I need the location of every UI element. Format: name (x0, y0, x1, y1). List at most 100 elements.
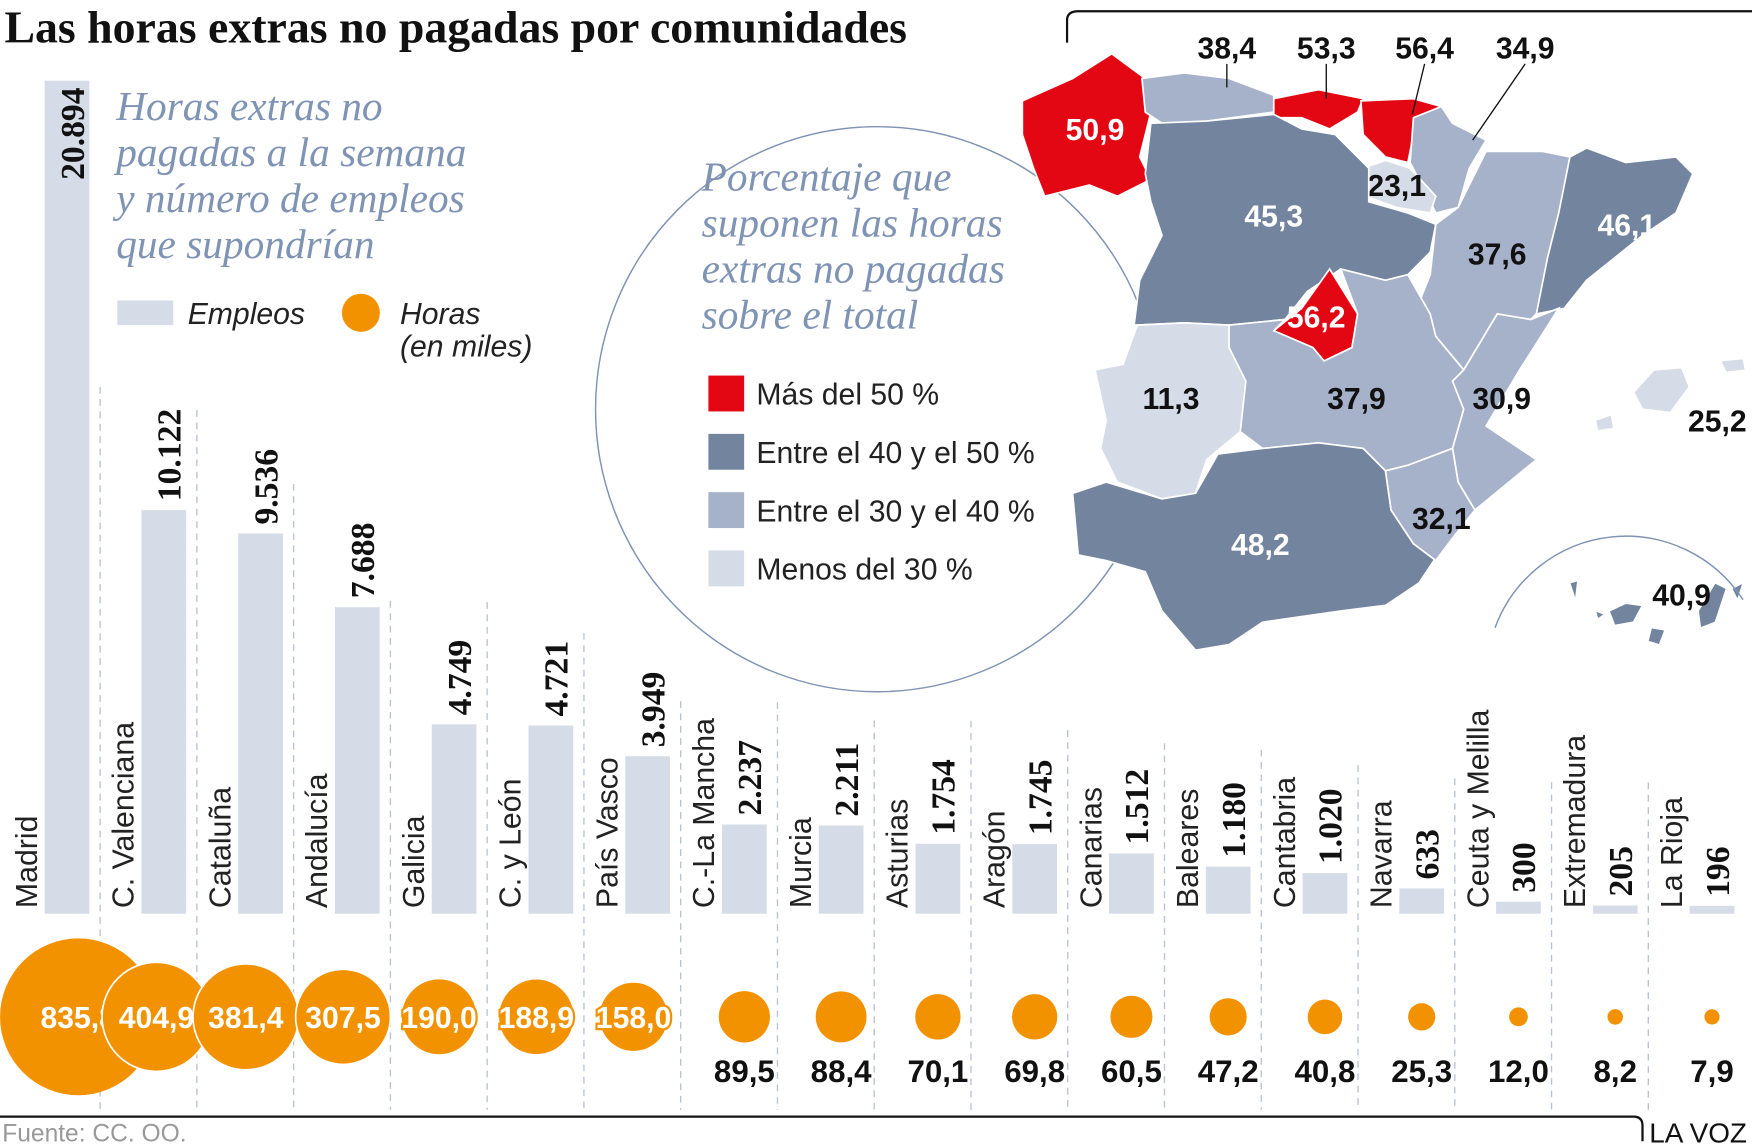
horas-bubble-group: 70,1 (907, 994, 968, 1089)
horas-bubble (401, 979, 477, 1055)
empleos-value-label: 4.721 (539, 641, 576, 717)
map-region-cantabria: 53,3 (1272, 32, 1365, 130)
brand-bracket (1633, 1115, 1644, 1142)
map-title-line: suponen las horas (702, 199, 1003, 245)
region-value: 50,9 (1066, 114, 1125, 147)
region-value: 46,1 (1598, 209, 1657, 242)
empleos-value-label: 7.688 (345, 523, 382, 599)
empleos-value-label: 3.949 (635, 672, 672, 748)
category-label: Galicia (398, 815, 431, 908)
chart-legend: Empleos Horas (en miles) (117, 293, 532, 364)
brand-logo: LA VOZ (1649, 1117, 1747, 1148)
empleos-bar (1205, 866, 1251, 914)
category-label: C. y León (495, 779, 528, 908)
horas-bubble-group: 88,4 (811, 991, 872, 1089)
region-island (1697, 582, 1727, 629)
category-label: Cataluña (204, 787, 237, 908)
horas-value-label: 190,0 (401, 1002, 476, 1035)
horas-value-label: 88,4 (811, 1054, 872, 1089)
horas-bubble-group: 404,9 (101, 961, 212, 1073)
empleos-bar (1302, 873, 1348, 914)
region-island (1594, 610, 1606, 620)
horas-bubble (599, 982, 668, 1051)
horas-value-label: 12,0 (1488, 1054, 1549, 1089)
subtitle-line: y número de empleos (112, 175, 465, 221)
map-title: Porcentaje que suponen las horas extras … (701, 154, 1005, 338)
category-label: C.-La Mancha (688, 718, 721, 908)
map-title-line: Porcentaje que (701, 154, 952, 200)
horas-value-label: 89,5 (714, 1054, 775, 1089)
horas-value-label: 70,1 (907, 1054, 968, 1089)
horas-value-label: 40,8 (1295, 1054, 1356, 1089)
region-shape (1384, 447, 1476, 562)
empleos-bar (44, 80, 90, 914)
map-legend-swatch (708, 375, 745, 412)
column-13: Cantabria 1.020 (1260, 749, 1350, 1110)
empleos-bar (334, 607, 380, 914)
horas-bubble-group: 188,9 (496, 979, 576, 1055)
category-label: País Vasco (591, 757, 624, 908)
empleos-value-label: 10.122 (152, 409, 189, 501)
empleos-bar (1592, 905, 1638, 914)
horas-bubble (1408, 1003, 1436, 1031)
category-label: C. Valenciana (108, 722, 141, 908)
legend-label-horas-unit: (en miles) (400, 330, 532, 363)
region-value: 37,6 (1468, 239, 1527, 272)
empleos-value-label: 196 (1700, 846, 1737, 896)
category-label: Baleares (1172, 789, 1205, 908)
horas-bubble (915, 994, 961, 1040)
horas-bubble (1012, 994, 1058, 1040)
category-label: Extremadura (1559, 735, 1592, 908)
empleos-bar (1689, 905, 1735, 914)
horas-bubble (294, 968, 392, 1066)
region-island (1647, 627, 1666, 646)
column-8: Murcia 2.211 (776, 702, 866, 1110)
map-region-la-rioja: 23,1 (1362, 159, 1437, 214)
empleos-value-label: 2.237 (732, 740, 769, 816)
legend-swatch-horas (341, 293, 380, 332)
category-label: Aragón (979, 811, 1012, 909)
map-region-navarra: 34,9 (1409, 32, 1555, 214)
horas-bubble (499, 979, 574, 1055)
region-value: 45,3 (1244, 200, 1303, 233)
column-15: Ceuta y Melilla 300 (1454, 709, 1543, 1110)
legend-label-horas: Horas (400, 298, 480, 331)
empleos-value-label: 20.894 (55, 87, 92, 180)
category-label: Asturias (882, 799, 915, 908)
horas-bubble-group: 40,8 (1295, 999, 1356, 1089)
column-3: Andalucía 7.688 (292, 483, 382, 1110)
empleos-bar (1496, 901, 1541, 914)
horas-bubble (0, 938, 157, 1096)
region-value: 11,3 (1142, 383, 1199, 416)
column-5: C. y León 4.721 (486, 602, 576, 1110)
horas-bubble (815, 991, 867, 1043)
empleos-value-label: 2.211 (829, 743, 866, 817)
region-shape (1607, 602, 1644, 627)
horas-value-label: 47,2 (1198, 1054, 1259, 1089)
empleos-value-label: 1.020 (1313, 788, 1350, 864)
column-11: Canarias 1.512 (1067, 730, 1156, 1110)
region-value: 25,2 (1688, 406, 1747, 439)
region-island (1594, 414, 1615, 432)
title-bracket (1065, 10, 1752, 43)
horas-bubble (1209, 998, 1247, 1036)
subtitle-line: Horas extras no (115, 83, 382, 129)
category-label: Madrid (11, 816, 44, 908)
map-region-andaluc-a: 48,2 (1071, 441, 1443, 652)
empleos-bar (1012, 844, 1058, 914)
subtitle-line: pagadas a la semana (113, 129, 466, 175)
page-title: Las horas extras no pagadas por comunida… (4, 2, 907, 53)
map-legend-label: Entre el 40 y el 50 % (756, 437, 1034, 470)
map-legend: Más del 50 % Entre el 40 y el 50 % Entre e… (708, 375, 1035, 587)
map-legend-swatch (708, 433, 745, 470)
leader-line (1411, 63, 1426, 115)
region-shape (1362, 159, 1437, 214)
empleos-bar (625, 756, 670, 914)
category-label: Navarra (1366, 800, 1399, 908)
subtitle: Horas extras no pagadas a la semana y nú… (112, 83, 466, 267)
map-legend-label: Menos del 30 % (756, 554, 972, 587)
column-16: Extremadura 205 (1550, 735, 1640, 1110)
horas-value-label: 307,5 (305, 1002, 380, 1035)
region-value: 37,9 (1327, 383, 1386, 416)
